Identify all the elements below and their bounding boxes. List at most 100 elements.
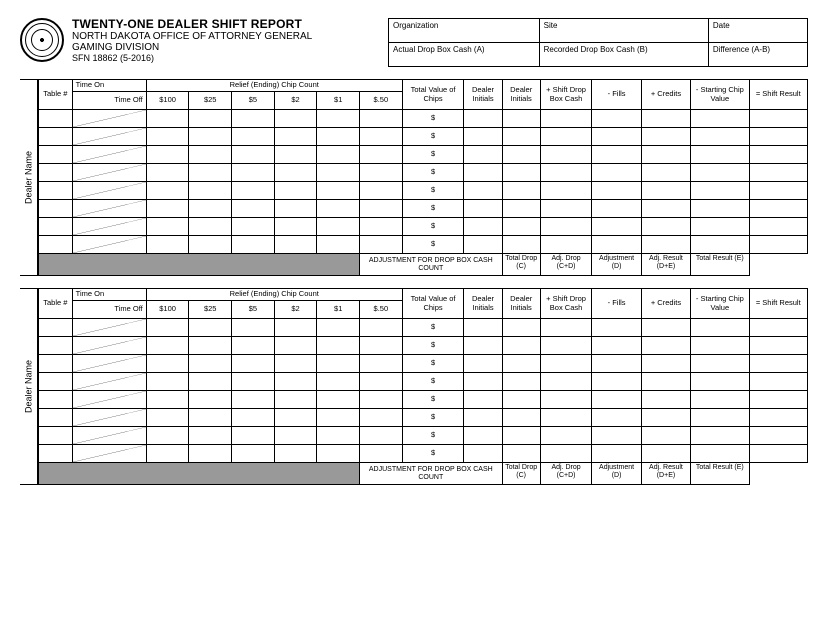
cell-di1[interactable]	[464, 373, 502, 391]
cell-credits[interactable]	[641, 200, 690, 218]
cell-di2[interactable]	[502, 427, 540, 445]
cell-shift-drop[interactable]	[540, 182, 592, 200]
cell-di1[interactable]	[464, 146, 502, 164]
info-site[interactable]: Site	[539, 19, 708, 43]
cell-chip[interactable]	[146, 128, 189, 146]
cell-shift-result[interactable]	[749, 182, 807, 200]
cell-chip[interactable]	[146, 427, 189, 445]
cell-di1[interactable]	[464, 427, 502, 445]
cell-chip[interactable]	[146, 164, 189, 182]
footer-adj-result[interactable]: Adj. Result (D+E)	[641, 463, 690, 485]
cell-starting-chip[interactable]	[691, 110, 749, 128]
cell-chip[interactable]	[317, 319, 360, 337]
cell-shift-drop[interactable]	[540, 445, 592, 463]
info-organization[interactable]: Organization	[389, 19, 540, 43]
cell-chip[interactable]	[189, 427, 232, 445]
cell-time[interactable]	[72, 319, 146, 337]
cell-chip[interactable]	[189, 110, 232, 128]
cell-di2[interactable]	[502, 409, 540, 427]
cell-table-no[interactable]	[39, 427, 73, 445]
cell-total-value[interactable]: $	[402, 445, 464, 463]
cell-di2[interactable]	[502, 355, 540, 373]
cell-credits[interactable]	[641, 182, 690, 200]
cell-time[interactable]	[72, 182, 146, 200]
info-actual-drop[interactable]: Actual Drop Box Cash (A)	[389, 43, 540, 67]
cell-total-value[interactable]: $	[402, 236, 464, 254]
cell-shift-result[interactable]	[749, 337, 807, 355]
footer-total-drop[interactable]: Total Drop (C)	[502, 254, 540, 276]
cell-shift-drop[interactable]	[540, 355, 592, 373]
cell-shift-result[interactable]	[749, 200, 807, 218]
cell-chip[interactable]	[274, 146, 317, 164]
cell-shift-drop[interactable]	[540, 391, 592, 409]
cell-shift-drop[interactable]	[540, 236, 592, 254]
cell-credits[interactable]	[641, 110, 690, 128]
cell-shift-result[interactable]	[749, 391, 807, 409]
cell-shift-result[interactable]	[749, 427, 807, 445]
cell-table-no[interactable]	[39, 319, 73, 337]
cell-credits[interactable]	[641, 164, 690, 182]
cell-total-value[interactable]: $	[402, 337, 464, 355]
cell-shift-drop[interactable]	[540, 146, 592, 164]
cell-di1[interactable]	[464, 355, 502, 373]
cell-chip[interactable]	[232, 373, 275, 391]
footer-total-result[interactable]: Total Result (E)	[691, 254, 749, 276]
cell-table-no[interactable]	[39, 218, 73, 236]
cell-chip[interactable]	[360, 182, 403, 200]
footer-total-result[interactable]: Total Result (E)	[691, 463, 749, 485]
cell-chip[interactable]	[146, 337, 189, 355]
cell-chip[interactable]	[274, 373, 317, 391]
cell-chip[interactable]	[274, 427, 317, 445]
cell-di2[interactable]	[502, 146, 540, 164]
cell-table-no[interactable]	[39, 445, 73, 463]
cell-fills[interactable]	[592, 110, 641, 128]
cell-chip[interactable]	[146, 146, 189, 164]
cell-shift-drop[interactable]	[540, 427, 592, 445]
cell-di1[interactable]	[464, 200, 502, 218]
cell-chip[interactable]	[189, 236, 232, 254]
cell-chip[interactable]	[317, 337, 360, 355]
cell-shift-drop[interactable]	[540, 337, 592, 355]
cell-chip[interactable]	[360, 128, 403, 146]
cell-chip[interactable]	[317, 164, 360, 182]
cell-credits[interactable]	[641, 128, 690, 146]
cell-time[interactable]	[72, 146, 146, 164]
cell-chip[interactable]	[232, 200, 275, 218]
cell-chip[interactable]	[317, 236, 360, 254]
cell-starting-chip[interactable]	[691, 236, 749, 254]
cell-chip[interactable]	[189, 182, 232, 200]
cell-chip[interactable]	[274, 110, 317, 128]
cell-fills[interactable]	[592, 445, 641, 463]
footer-adj-result[interactable]: Adj. Result (D+E)	[641, 254, 690, 276]
cell-credits[interactable]	[641, 373, 690, 391]
cell-chip[interactable]	[189, 445, 232, 463]
cell-shift-result[interactable]	[749, 445, 807, 463]
cell-credits[interactable]	[641, 445, 690, 463]
cell-chip[interactable]	[274, 236, 317, 254]
cell-di2[interactable]	[502, 218, 540, 236]
cell-chip[interactable]	[274, 445, 317, 463]
cell-chip[interactable]	[317, 146, 360, 164]
cell-chip[interactable]	[317, 355, 360, 373]
cell-chip[interactable]	[232, 409, 275, 427]
cell-starting-chip[interactable]	[691, 146, 749, 164]
cell-time[interactable]	[72, 391, 146, 409]
cell-chip[interactable]	[317, 445, 360, 463]
cell-di2[interactable]	[502, 110, 540, 128]
cell-table-no[interactable]	[39, 355, 73, 373]
cell-chip[interactable]	[146, 200, 189, 218]
cell-chip[interactable]	[189, 146, 232, 164]
cell-di2[interactable]	[502, 200, 540, 218]
cell-di2[interactable]	[502, 236, 540, 254]
cell-chip[interactable]	[274, 128, 317, 146]
cell-credits[interactable]	[641, 319, 690, 337]
cell-chip[interactable]	[274, 164, 317, 182]
info-date[interactable]: Date	[708, 19, 807, 43]
cell-chip[interactable]	[232, 355, 275, 373]
cell-time[interactable]	[72, 337, 146, 355]
cell-chip[interactable]	[360, 445, 403, 463]
cell-di2[interactable]	[502, 164, 540, 182]
cell-di1[interactable]	[464, 409, 502, 427]
cell-di1[interactable]	[464, 128, 502, 146]
cell-chip[interactable]	[146, 236, 189, 254]
